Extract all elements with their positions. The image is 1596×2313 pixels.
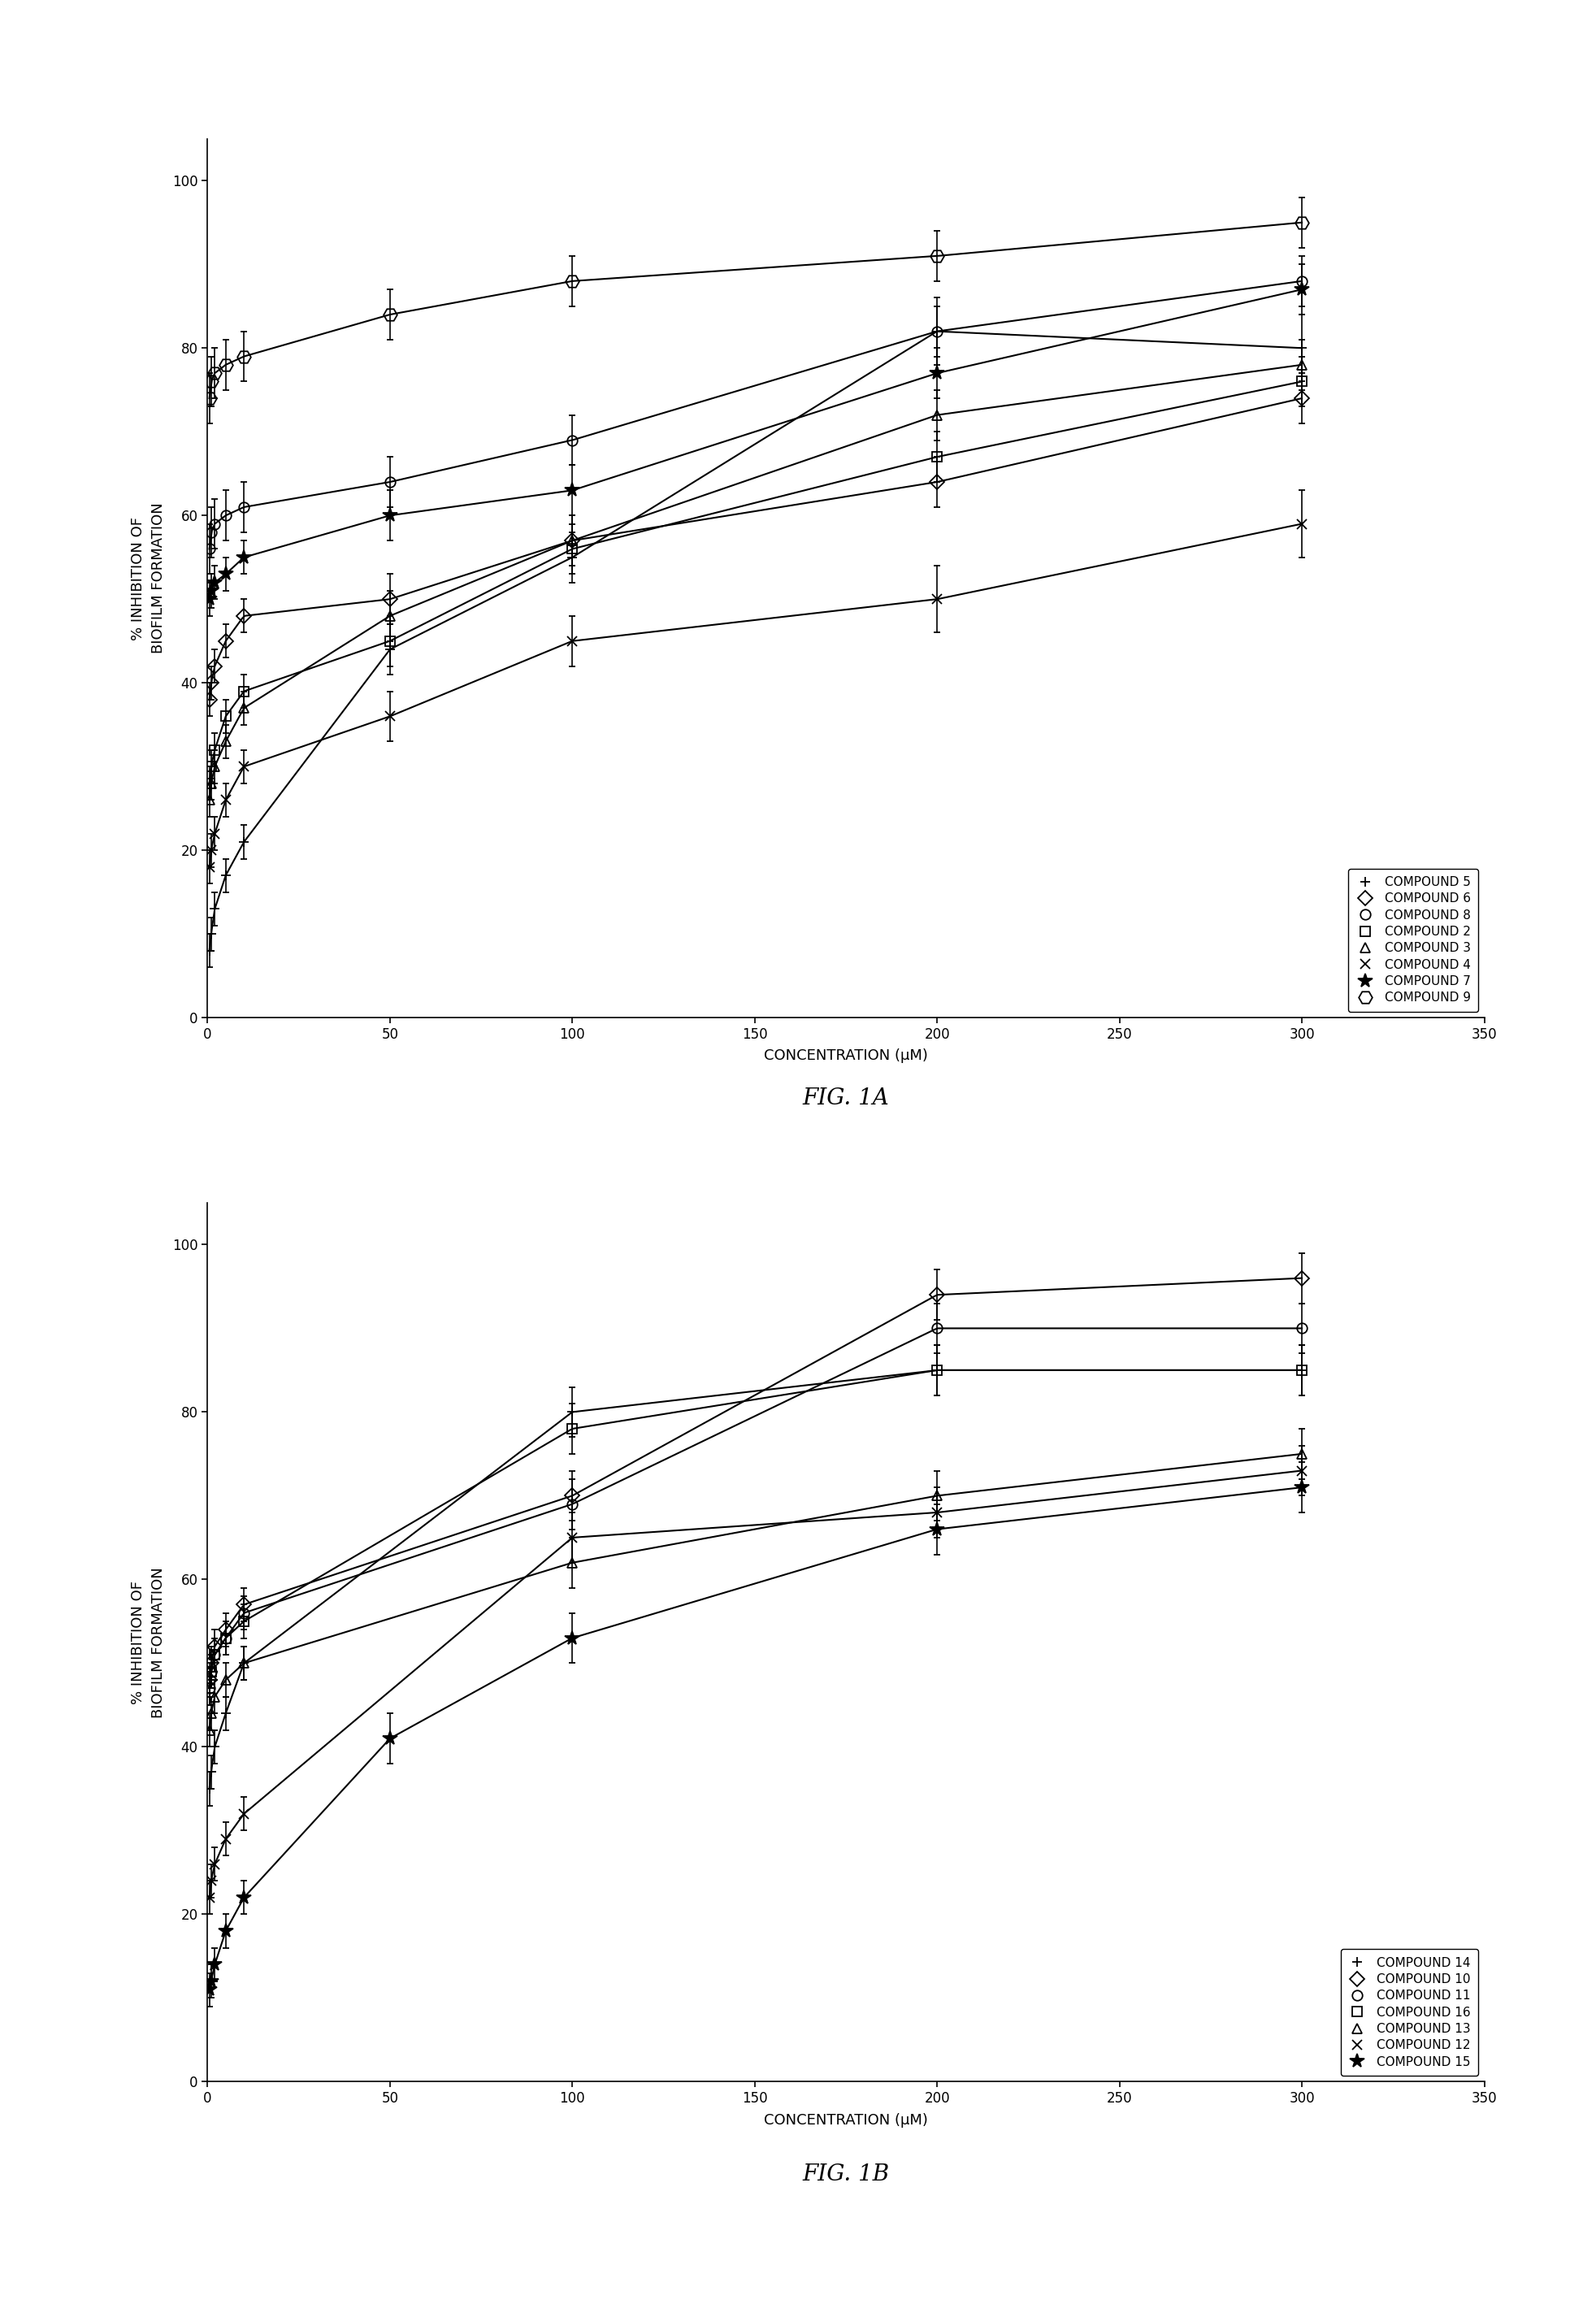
Legend: COMPOUND 14, COMPOUND 10, COMPOUND 11, COMPOUND 16, COMPOUND 13, COMPOUND 12, CO: COMPOUND 14, COMPOUND 10, COMPOUND 11, C… (1341, 1950, 1478, 2075)
Text: FIG. 1B: FIG. 1B (803, 2163, 889, 2186)
Y-axis label: % INHIBITION OF
BIOFILM FORMATION: % INHIBITION OF BIOFILM FORMATION (131, 1566, 166, 1719)
X-axis label: CONCENTRATION (μM): CONCENTRATION (μM) (764, 2112, 927, 2128)
Y-axis label: % INHIBITION OF
BIOFILM FORMATION: % INHIBITION OF BIOFILM FORMATION (131, 502, 166, 655)
X-axis label: CONCENTRATION (μM): CONCENTRATION (μM) (764, 1048, 927, 1064)
Text: FIG. 1A: FIG. 1A (803, 1087, 889, 1110)
Legend: COMPOUND 5, COMPOUND 6, COMPOUND 8, COMPOUND 2, COMPOUND 3, COMPOUND 4, COMPOUND: COMPOUND 5, COMPOUND 6, COMPOUND 8, COMP… (1349, 870, 1478, 1011)
